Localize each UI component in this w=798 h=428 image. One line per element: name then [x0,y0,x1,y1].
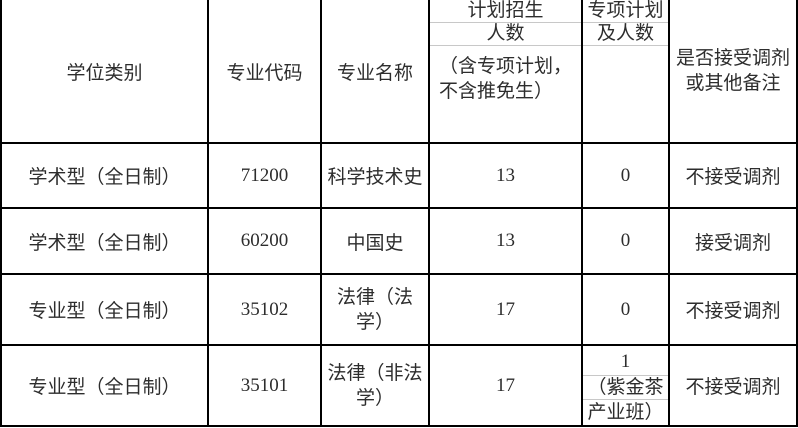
header-plan-line1: 计划招生 [431,0,580,23]
cell-special-stack: 1 （紫金茶 产业班） [584,347,667,424]
header-planned-enrollment-stack: 计划招生 人数 （含专项计划， 不含推免生） [431,0,580,104]
cell-name: 法律（非法 学） [320,344,430,427]
table-row: 专业型（全日制） 35102 法律（法 学） 17 0 不接受调剂 [0,273,798,346]
table-header-row: 学位类别 专业代码 专业名称 计划招生 人数 （含专项计划， 不含推免生） 专 [0,0,798,144]
cell-special: 0 [581,142,670,209]
header-remark: 是否接受调剂 或其他备注 [668,0,798,144]
header-plan-line2: 人数 [431,23,580,46]
cell-remark: 接受调剂 [668,207,798,275]
cell-special: 0 [581,273,670,346]
cell-degree: 专业型（全日制） [0,273,209,346]
header-remark-block: 是否接受调剂 或其他备注 [671,46,795,96]
header-plan-note-line1: （含专项计划， [438,56,572,77]
cell-special-line3: 产业班） [587,402,664,423]
header-planned-enrollment: 计划招生 人数 （含专项计划， 不含推免生） [428,0,583,144]
cell-special: 1 （紫金茶 产业班） [581,344,670,427]
header-special-plan-stack: 专项计划 及人数 [584,0,667,54]
header-special-empty [584,46,667,54]
cell-name: 中国史 [320,207,430,275]
header-remark-line2: 或其他备注 [685,73,781,94]
cell-remark: 不接受调剂 [668,142,798,209]
cell-code: 35102 [207,273,322,346]
cell-degree: 专业型（全日制） [0,344,209,427]
cell-name-line1: 法律（法 [336,286,413,308]
cell-plan: 17 [428,273,583,346]
cell-name-line2: 学） [355,311,394,333]
cell-name: 科学技术史 [320,142,430,209]
table-row: 学术型（全日制） 71200 科学技术史 13 0 不接受调剂 [0,142,798,209]
cell-plan: 13 [428,207,583,275]
cell-name-block: 法律（非法 学） [323,361,427,411]
table-row: 专业型（全日制） 35101 法律（非法 学） 17 1 （紫金茶 产业班） 不… [0,344,798,427]
cell-code: 35101 [207,344,322,427]
cell-remark: 不接受调剂 [668,344,798,427]
header-major-name: 专业名称 [320,0,430,144]
header-degree-category-label: 学位类别 [66,62,143,84]
cell-plan: 17 [428,344,583,427]
header-degree-category: 学位类别 [0,0,209,144]
header-plan-note: （含专项计划， 不含推免生） [431,46,580,104]
cell-degree: 学术型（全日制） [0,207,209,275]
cell-name-block: 法律（法 学） [323,285,427,335]
header-major-name-label: 专业名称 [336,62,413,84]
table-row: 学术型（全日制） 60200 中国史 13 0 接受调剂 [0,207,798,275]
cell-name: 法律（法 学） [320,273,430,346]
cell-remark: 不接受调剂 [668,273,798,346]
header-special-plan: 专项计划 及人数 [581,0,670,144]
header-remark-line1: 是否接受调剂 [675,48,790,69]
cell-special-line1: 1 [584,347,667,376]
header-special-line1: 专项计划 [584,0,667,23]
header-major-code: 专业代码 [207,0,322,144]
header-major-code-label: 专业代码 [226,62,303,84]
cell-name-line1: 法律（非法 [327,362,423,384]
header-plan-note-block: （含专项计划， 不含推免生） [439,54,572,104]
cell-name-line2: 学） [355,387,394,409]
cell-special-line2: （紫金茶 [584,376,667,400]
cell-code: 60200 [207,207,322,275]
cell-code: 71200 [207,142,322,209]
header-special-line2: 及人数 [584,23,667,46]
header-plan-note-line2: 不含推免生） [438,81,553,102]
cell-special: 0 [581,207,670,275]
cell-degree: 学术型（全日制） [0,142,209,209]
cell-plan: 13 [428,142,583,209]
